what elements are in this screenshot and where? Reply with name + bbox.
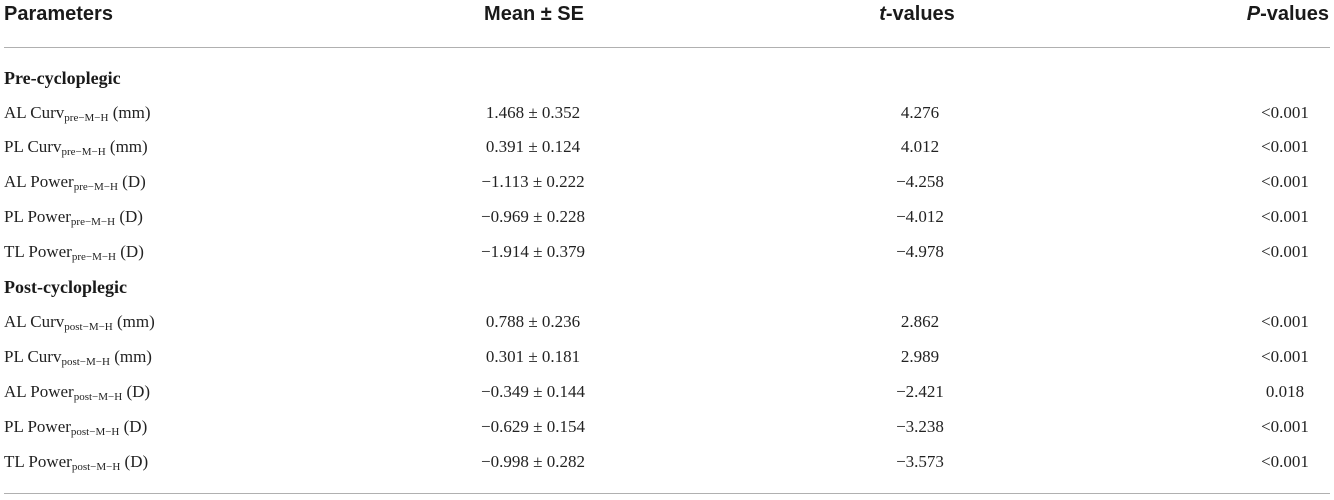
section-label-pre: Pre-cycloplegic [4,68,121,88]
table-row: TL Powerpre−M−H (D) −1.914 ± 0.379 −4.97… [4,242,1309,263]
table-bottom-rule [4,493,1330,494]
header-t-values: t-values [879,3,955,26]
table-row: TL Powerpost−M−H (D) −0.998 ± 0.282 −3.5… [4,452,1309,473]
row-parameter: AL Powerpost−M−H (D) [4,382,151,403]
table-header-row: Parameters Mean ± SE t-values P-values [0,0,1334,34]
header-t-values-rest: -values [885,3,955,25]
header-parameters: Parameters [4,3,113,25]
table-row: AL Curvpost−M−H (mm) 0.788 ± 0.236 2.862… [4,312,1309,333]
row-parameter: PL Powerpre−M−H (D) [4,207,143,228]
header-divider [4,47,1330,48]
row-parameter: PL Curvpre−M−H (mm) [4,137,148,158]
header-p-values-rest: -values [1260,3,1329,25]
row-parameter: AL Curvpost−M−H (mm) [4,312,155,333]
table-row: PL Curvpost−M−H (mm) 0.301 ± 0.181 2.989… [4,347,1309,368]
table-row: PL Powerpost−M−H (D) −0.629 ± 0.154 −3.2… [4,417,1309,438]
table-row: PL Powerpre−M−H (D) −0.969 ± 0.228 −4.01… [4,207,1309,228]
section-label-post: Post-cycloplegic [4,277,127,297]
row-parameter: AL Powerpre−M−H (D) [4,172,146,193]
row-parameter: TL Powerpost−M−H (D) [4,452,149,473]
table-row: PL Curvpre−M−H (mm) 0.391 ± 0.124 4.012 … [4,137,1309,158]
row-parameter: PL Powerpost−M−H (D) [4,417,148,438]
section-row-pre: Pre-cycloplegic [0,62,1334,96]
header-t-values-italic: t [879,3,886,25]
table-row: AL Curvpre−M−H (mm) 1.468 ± 0.352 4.276 … [4,103,1309,124]
header-mean-se: Mean ± SE [484,3,584,25]
row-parameter: PL Curvpost−M−H (mm) [4,347,152,368]
table-row: AL Powerpre−M−H (D) −1.113 ± 0.222 −4.25… [4,172,1309,193]
table-row: AL Powerpost−M−H (D) −0.349 ± 0.144 −2.4… [4,382,1305,403]
header-p-values-italic: P [1246,3,1261,25]
section-row-post: Post-cycloplegic [0,271,1334,305]
row-parameter: AL Curvpre−M−H (mm) [4,103,151,124]
header-p-values: P-values [1247,3,1329,26]
row-parameter: TL Powerpre−M−H (D) [4,242,144,263]
